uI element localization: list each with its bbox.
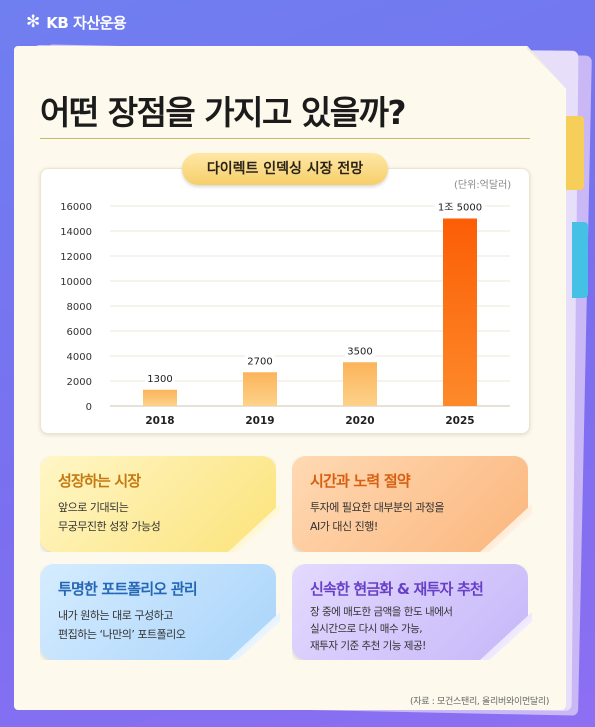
feature-card-title: 투명한 포트폴리오 관리 — [58, 580, 198, 598]
top-bar: ✻ KB 자산운용 — [0, 0, 595, 44]
index-tab-yellow — [566, 116, 584, 190]
x-tick-label: 2020 — [345, 415, 374, 427]
y-tick-label: 14000 — [60, 227, 92, 238]
feature-card-title: 성장하는 시장 — [58, 472, 141, 490]
feature-card-body: 투자에 필요한 대부분의 과정을 AI가 대신 진행! — [310, 498, 445, 536]
feature-card-line: 투자에 필요한 대부분의 과정을 — [310, 501, 445, 514]
feature-card-line: 재투자 기준 추천 기능 제공! — [310, 640, 426, 652]
feature-card-line: 앞으로 기대되는 — [58, 501, 129, 514]
data-label-bg — [245, 353, 275, 369]
feature-card-efficiency: 시간과 노력 절약 투자에 필요한 대부분의 과정을 AI가 대신 진행! — [292, 456, 528, 552]
data-label-bg — [345, 343, 375, 359]
bar — [443, 218, 477, 406]
feature-card-liquidity: 신속한 현금화 & 재투자 추천 장 중에 매도한 금액을 한도 내에서 실시간… — [292, 564, 528, 660]
feature-card-line: 실시간으로 다시 매수 가능, — [310, 623, 423, 635]
y-tick-label: 0 — [86, 402, 92, 413]
brand-name: KB 자산운용 — [46, 14, 127, 32]
y-tick-label: 6000 — [67, 327, 92, 338]
kb-star-icon: ✻ — [26, 12, 41, 32]
feature-card-body: 내가 원하는 대로 구성하고 편집하는 ‘나만의’ 포트폴리오 — [58, 606, 186, 644]
x-tick-label: 2018 — [145, 415, 174, 427]
data-label: 3500 — [347, 346, 372, 357]
source-note: (자료 : 모건스탠리, 올리버와이먼달리) — [410, 697, 550, 707]
feature-card-line: 내가 원하는 대로 구성하고 — [58, 609, 173, 622]
feature-card-title: 신속한 현금화 & 재투자 추천 — [310, 580, 484, 598]
bar — [243, 372, 277, 406]
y-tick-label: 16000 — [60, 202, 92, 213]
feature-card-line: 편집하는 ‘나만의’ 포트폴리오 — [58, 628, 186, 641]
kb-logo: ✻ KB 자산운용 — [26, 12, 127, 33]
feature-card-title: 시간과 노력 절약 — [310, 472, 411, 490]
data-label-bg — [145, 370, 175, 386]
data-label: 1조 5000 — [438, 203, 482, 214]
bar — [143, 389, 177, 406]
chart-unit-note: (단위:억달러) — [454, 180, 512, 191]
y-tick-label: 12000 — [60, 252, 92, 263]
feature-card-body: 장 중에 매도한 금액을 한도 내에서 실시간으로 다시 매수 가능, 재투자 … — [310, 604, 453, 655]
index-tab-blue — [572, 222, 588, 298]
y-tick-label: 10000 — [60, 277, 92, 288]
page-title: 어떤 장점을 가지고 있을까? — [40, 93, 407, 132]
feature-card-body: 앞으로 기대되는 무궁무진한 성장 가능성 — [58, 498, 161, 536]
bar-chart: 0 2000 4000 6000 8000 10000 12000 14000 16000 130… — [60, 199, 510, 427]
x-tick-label: 2019 — [245, 415, 274, 427]
y-tick-label: 2000 — [67, 377, 92, 388]
feature-card-line: 무궁무진한 성장 가능성 — [58, 520, 161, 533]
title-divider — [40, 138, 530, 139]
feature-card-growth: 성장하는 시장 앞으로 기대되는 무궁무진한 성장 가능성 — [40, 456, 276, 552]
y-tick-label: 8000 — [67, 302, 92, 313]
data-label: 1300 — [147, 374, 172, 385]
bar — [343, 362, 377, 406]
x-tick-label: 2025 — [445, 415, 474, 427]
feature-card-line: 장 중에 매도한 금액을 한도 내에서 — [310, 606, 453, 618]
data-label-bg — [434, 199, 486, 215]
chart-title: 다이렉트 인덱싱 시장 전망 — [182, 153, 388, 185]
data-label: 2700 — [247, 356, 272, 367]
y-tick-label: 4000 — [67, 352, 92, 363]
feature-card-portfolio: 투명한 포트폴리오 관리 내가 원하는 대로 구성하고 편집하는 ‘나만의’ 포… — [40, 564, 276, 660]
feature-card-line: AI가 대신 진행! — [310, 520, 378, 533]
